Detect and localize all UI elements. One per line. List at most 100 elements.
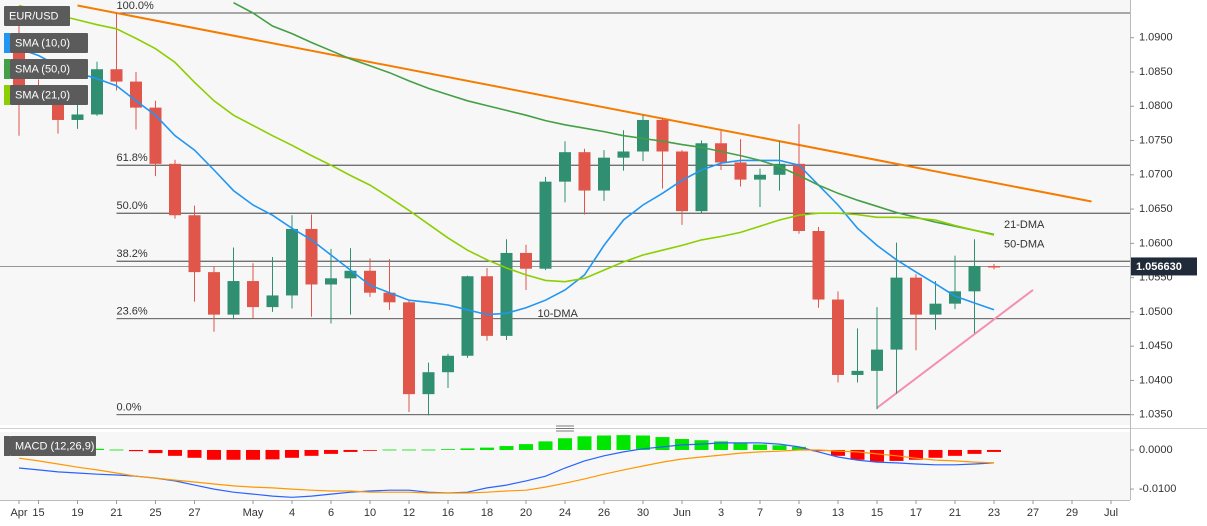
candle-body <box>520 252 532 269</box>
candle-body <box>910 277 922 315</box>
histogram-bar <box>753 444 767 450</box>
series-annotation: 21-DMA <box>1004 219 1045 231</box>
candle-body <box>227 281 240 315</box>
y-tick-label: 1.0400 <box>1139 374 1173 386</box>
x-tick-label: 17 <box>910 507 922 519</box>
candle-body <box>871 349 883 371</box>
last-price-label: 1.056630 <box>1136 261 1182 273</box>
candle-body <box>422 372 435 395</box>
y-tick-label: 1.0450 <box>1139 340 1173 352</box>
x-tick-label: 27 <box>188 507 200 519</box>
y-tick-label: 1.0800 <box>1139 100 1173 112</box>
candle-body <box>968 265 981 292</box>
candle-body <box>676 151 688 212</box>
candle-body <box>734 162 747 180</box>
candle-body <box>832 299 844 375</box>
candle-body <box>188 215 201 273</box>
legend-entry-box <box>10 59 88 79</box>
legend-entry-swatch <box>4 33 10 53</box>
histogram-bar <box>129 449 143 452</box>
histogram-bar <box>187 449 202 458</box>
x-tick-label: 10 <box>364 507 376 519</box>
candle-body <box>812 231 825 300</box>
x-tick-label: 19 <box>71 507 83 519</box>
candle-body <box>461 276 474 356</box>
candle-body <box>637 119 649 152</box>
trendline <box>77 4 1092 203</box>
x-tick-label: 24 <box>559 507 571 519</box>
last-price-box <box>1131 257 1197 276</box>
y-tick-label: 1.0700 <box>1139 169 1173 181</box>
x-tick-label: 30 <box>637 507 649 519</box>
fib-label: 100.0% <box>117 0 155 12</box>
histogram-bar <box>343 449 358 452</box>
candle-body <box>286 228 298 296</box>
x-tick-label: 29 <box>1066 507 1078 519</box>
candle-body <box>71 114 84 120</box>
candle-body <box>481 276 493 336</box>
legend-entry-swatch <box>4 85 10 105</box>
y-tick-label: 1.0350 <box>1139 409 1173 421</box>
candle-body <box>169 163 181 216</box>
x-tick-label: 4 <box>289 507 295 519</box>
x-tick-label: May <box>243 507 264 519</box>
y-tick-label: 1.0650 <box>1139 203 1173 215</box>
x-tick-label: 21 <box>949 507 961 519</box>
candle-body <box>715 143 727 163</box>
x-tick-label: Jul <box>1104 507 1118 519</box>
candle-body <box>578 152 591 191</box>
candle-body <box>91 69 103 115</box>
x-tick-label: Jun <box>673 507 691 519</box>
series-annotation: 10-DMA <box>538 308 579 320</box>
histogram-bar <box>558 438 572 450</box>
chart-title-box <box>4 6 70 26</box>
candle-body <box>344 270 357 279</box>
x-tick-label: 13 <box>832 507 844 519</box>
panel-title-swatch <box>4 436 10 456</box>
histogram-bar <box>441 449 455 450</box>
histogram-bar <box>616 435 631 450</box>
candle-body <box>442 355 454 373</box>
histogram-bar <box>597 435 611 450</box>
x-tick-label: 6 <box>328 507 334 519</box>
x-tick-label: 15 <box>32 507 44 519</box>
chart-title: EUR/USD <box>9 10 59 22</box>
y-tick-label: 1.0850 <box>1139 66 1173 78</box>
candle-body <box>754 174 766 180</box>
candle-body <box>929 303 942 315</box>
candle-body <box>988 265 1000 268</box>
histogram-bar <box>285 449 299 458</box>
candle-body <box>539 181 552 269</box>
candle-body <box>500 252 513 336</box>
histogram-bar <box>772 445 787 450</box>
histogram-bar <box>324 449 338 454</box>
candle-body <box>130 81 142 108</box>
fib-label: 0.0% <box>117 402 142 414</box>
histogram-bar <box>831 449 845 456</box>
histogram-bar <box>714 441 728 450</box>
candle-body <box>149 107 162 164</box>
candle-body <box>208 272 220 315</box>
histogram-bar <box>577 436 592 450</box>
histogram-bar <box>967 449 982 454</box>
moving-average-line <box>18 47 995 316</box>
candle-body <box>110 69 123 82</box>
price-plot-area <box>0 0 1130 425</box>
histogram-bar <box>460 448 475 450</box>
candle-body <box>364 270 376 293</box>
histogram-bar <box>538 441 553 450</box>
candle-body <box>890 277 903 350</box>
candle-body <box>695 143 708 212</box>
x-tick-label: 12 <box>403 507 415 519</box>
histogram-bar <box>363 449 377 451</box>
y-tick-label: 0.0000 <box>1139 444 1173 456</box>
histogram-bar <box>90 448 104 450</box>
x-tick-label: 18 <box>481 507 493 519</box>
histogram-bar <box>909 449 923 460</box>
histogram-bar <box>519 444 533 450</box>
x-tick-label: 21 <box>110 507 122 519</box>
resize-handle[interactable] <box>556 425 574 432</box>
histogram-bar <box>850 449 865 460</box>
legend-entry: SMA (10,0) <box>15 37 70 49</box>
